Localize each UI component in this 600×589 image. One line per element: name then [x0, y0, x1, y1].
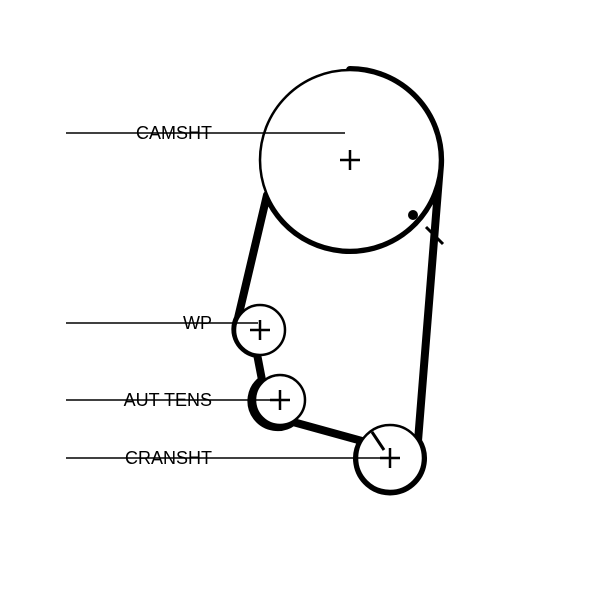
diagram-svg [0, 0, 600, 589]
timing-belt-diagram: CAMSHT WP AUT TENS CRANSHT [0, 0, 600, 589]
label-wp: WP [183, 313, 212, 334]
label-aut-tens: AUT TENS [124, 390, 212, 411]
timing-dot [408, 210, 418, 220]
label-camshaft: CAMSHT [136, 123, 212, 144]
label-cransht: CRANSHT [125, 448, 212, 469]
